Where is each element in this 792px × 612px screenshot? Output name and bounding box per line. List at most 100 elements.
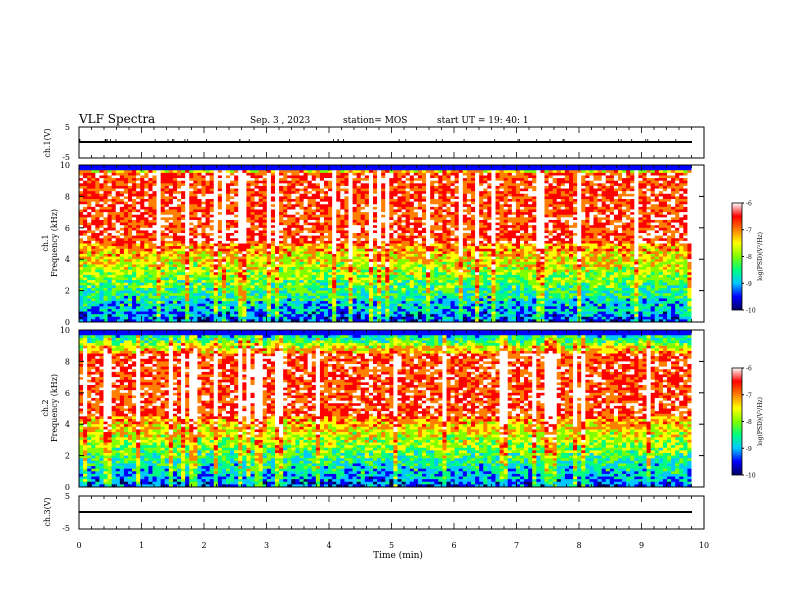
spectrogram-cell	[365, 186, 369, 189]
spectrogram-cell	[132, 191, 136, 194]
spectrogram-cell	[116, 230, 120, 233]
spectrogram-cell	[381, 293, 385, 296]
spectrogram-cell	[291, 259, 295, 262]
spectrogram-cell	[206, 272, 210, 275]
spectrogram-cell	[87, 189, 91, 192]
spectrogram-cell	[349, 278, 353, 281]
spectrogram-cell	[79, 278, 83, 281]
spectrogram-cell	[336, 189, 340, 192]
spectrogram-cell	[153, 241, 157, 244]
spectrogram-cell	[377, 225, 381, 228]
spectrogram-cell	[251, 241, 255, 244]
spectrogram-cell	[304, 217, 308, 220]
spectrogram-cell	[320, 215, 324, 218]
spectrogram-cell	[189, 244, 193, 247]
spectrogram-cell	[361, 267, 365, 270]
spectrogram-cell	[304, 264, 308, 267]
spectrogram-cell	[259, 212, 263, 215]
spectrogram-cell	[414, 207, 418, 210]
spectrogram-cell	[218, 191, 222, 194]
spectrogram-cell	[214, 270, 218, 273]
spectrogram-cell	[402, 233, 406, 236]
spectrogram-cell	[275, 285, 279, 288]
spectrogram-cell	[161, 259, 165, 262]
spectrogram-cell	[332, 189, 336, 192]
spectrogram-cell	[308, 280, 312, 283]
spectrogram-cell	[83, 296, 87, 299]
spectrogram-cell	[218, 186, 222, 189]
spectrogram-cell	[283, 181, 287, 184]
spectrogram-cell	[136, 251, 140, 254]
spectrogram-cell	[214, 306, 218, 309]
spectrogram-cell	[214, 280, 218, 283]
spectrogram-cell	[410, 309, 414, 312]
spectrogram-cell	[112, 186, 116, 189]
spectrogram-cell	[406, 225, 410, 228]
spectrogram-cell	[161, 178, 165, 181]
spectrogram-cell	[381, 298, 385, 301]
spectrogram-cell	[295, 199, 299, 202]
spectrogram-cell	[222, 251, 226, 254]
spectrogram-cell	[108, 270, 112, 273]
spectrogram-cell	[181, 223, 185, 226]
spectrogram-cell	[157, 186, 161, 189]
spectrogram-cell	[112, 175, 116, 178]
spectrogram-cell	[140, 212, 144, 215]
spectrogram-cell	[226, 244, 230, 247]
spectrogram-cell	[157, 280, 161, 283]
spectrogram-cell	[238, 285, 242, 288]
spectrogram-cell	[91, 186, 95, 189]
spectrogram-cell	[144, 223, 148, 226]
spectrogram-cell	[255, 241, 259, 244]
spectrogram-cell	[197, 173, 201, 176]
spectrogram-cell	[165, 191, 169, 194]
spectrogram-cell	[377, 249, 381, 252]
spectrogram-cell	[148, 259, 152, 262]
spectrogram-cell	[340, 233, 344, 236]
spectrogram-cell	[165, 283, 169, 286]
spectrogram-cell	[83, 254, 87, 257]
spectrogram-cell	[267, 264, 271, 267]
spectrogram-cell	[120, 283, 124, 286]
spectrogram-cell	[95, 178, 99, 181]
spectrogram-cell	[385, 199, 389, 202]
spectrogram-cell	[410, 306, 414, 309]
spectrogram-cell	[169, 259, 173, 262]
spectrogram-cell	[153, 249, 157, 252]
spectrogram-cell	[210, 215, 214, 218]
spectrogram-cell	[218, 309, 222, 312]
spectrogram-cell	[91, 267, 95, 270]
spectrogram-cell	[393, 238, 397, 241]
spectrogram-cell	[361, 293, 365, 296]
spectrogram-cell	[324, 272, 328, 275]
spectrogram-cell	[226, 228, 230, 231]
spectrogram-cell	[320, 272, 324, 275]
spectrogram-cell	[410, 170, 414, 173]
spectrogram-cell	[185, 186, 189, 189]
spectrogram-cell	[185, 296, 189, 299]
spectrogram-cell	[389, 244, 393, 247]
spectrogram-cell	[263, 236, 267, 239]
spectrogram-cell	[148, 304, 152, 307]
spectrogram-cell	[291, 285, 295, 288]
spectrogram-cell	[320, 233, 324, 236]
spectrogram-cell	[210, 251, 214, 254]
spectrogram-cell	[275, 194, 279, 197]
spectrogram-cell	[99, 186, 103, 189]
spectrogram-cell	[373, 186, 377, 189]
spectrogram-cell	[242, 233, 246, 236]
spectrogram-cell	[275, 304, 279, 307]
spectrogram-cell	[275, 236, 279, 239]
spectrogram-cell	[242, 196, 246, 199]
spectrogram-cell	[144, 175, 148, 178]
spectrogram-cell	[251, 230, 255, 233]
spectrogram-cell	[263, 304, 267, 307]
spectrogram-cell	[230, 306, 234, 309]
spectrogram-cell	[132, 178, 136, 181]
spectrogram-cell	[95, 317, 99, 320]
spectrogram-cell	[377, 220, 381, 223]
spectrogram-cell	[140, 306, 144, 309]
spectrogram-cell	[95, 223, 99, 226]
spectrogram-cell	[279, 280, 283, 283]
spectrogram-cell	[222, 196, 226, 199]
